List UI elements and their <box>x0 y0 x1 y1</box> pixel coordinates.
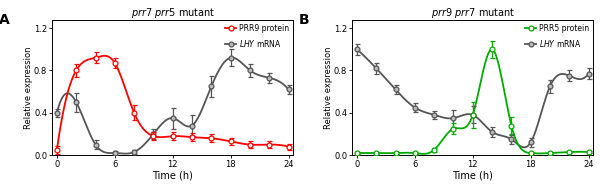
Text: B: B <box>299 13 310 27</box>
Text: A: A <box>0 13 10 27</box>
Title: $\bf{\it{prr9}}$ $\bf{\it{prr7}}$ mutant: $\bf{\it{prr9}}$ $\bf{\it{prr7}}$ mutant <box>431 6 515 20</box>
X-axis label: Time (h): Time (h) <box>452 170 493 180</box>
Legend: PRR9 protein, $\it{LHY}$ mRNA: PRR9 protein, $\it{LHY}$ mRNA <box>224 23 290 49</box>
Legend: PRR5 protein, $\it{LHY}$ mRNA: PRR5 protein, $\it{LHY}$ mRNA <box>524 23 590 49</box>
X-axis label: Time (h): Time (h) <box>152 170 193 180</box>
Y-axis label: Relative expression: Relative expression <box>323 46 332 129</box>
Title: $\bf{\it{prr7}}$ $\bf{\it{prr5}}$ mutant: $\bf{\it{prr7}}$ $\bf{\it{prr5}}$ mutant <box>131 6 215 20</box>
Y-axis label: Relative expression: Relative expression <box>23 46 32 129</box>
